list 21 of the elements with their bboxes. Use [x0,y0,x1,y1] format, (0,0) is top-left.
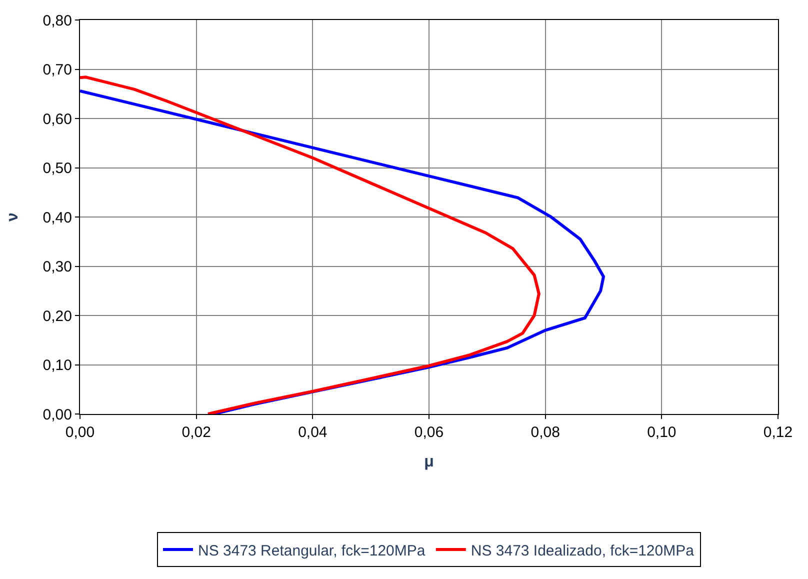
y-tick-label: 0,00 [42,406,72,424]
x-tick-label: 0,10 [647,424,676,441]
x-tick-label: 0,04 [298,424,328,441]
legend-label: NS 3473 Idealizado, fck=120MPa [470,542,695,560]
y-axis-title: ν [4,212,22,222]
y-tick-label: 0,30 [42,258,72,276]
y-tick-label: 0,50 [42,160,72,177]
line-series [80,76,540,414]
y-tick-label: 0,40 [42,209,72,226]
legend-label: NS 3473 Retangular, fck=120MPa [198,542,426,560]
x-tick-label: 0,02 [182,424,211,441]
x-tick-label: 0,06 [414,424,444,441]
x-tick-label: 0,12 [763,424,793,441]
y-tick-label: 0,70 [42,62,72,78]
y-tick-label: 0,10 [42,357,72,374]
x-axis-title: μ [424,454,434,471]
x-tick-label: 0,00 [65,424,95,441]
y-tick-label: 0,20 [42,308,72,325]
x-tick-label: 0,08 [530,424,560,441]
y-tick-label: 0,60 [42,110,72,128]
y-tick-label: 0,80 [42,12,72,30]
